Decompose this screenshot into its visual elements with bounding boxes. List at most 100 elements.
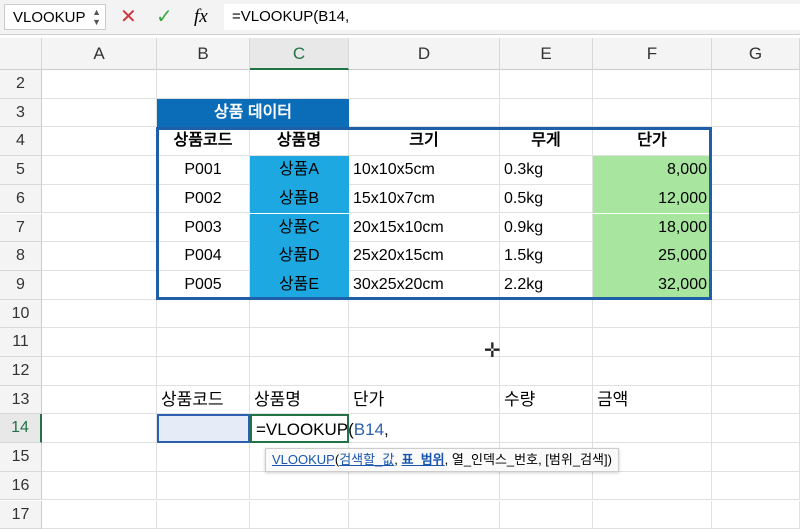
cell[interactable] [712,328,800,357]
cell[interactable] [593,70,712,99]
cell[interactable] [712,214,800,243]
row-header-14[interactable]: 14 [0,414,42,443]
table-cell[interactable]: P005 [157,271,250,300]
table-cell[interactable]: 20x15x10cm [349,214,500,243]
cell[interactable] [500,99,593,128]
fx-icon[interactable]: fx [194,4,208,30]
cell[interactable] [42,214,157,243]
row-header-4[interactable]: 4 [0,127,42,156]
cell[interactable] [593,472,712,501]
cell[interactable] [42,156,157,185]
tooltip-function-link[interactable]: VLOOKUP [272,452,335,467]
cell[interactable] [42,99,157,128]
table-cell[interactable]: 1.5kg [500,242,593,271]
cell[interactable] [250,70,349,99]
cell[interactable] [42,185,157,214]
column-header-E[interactable]: E [500,38,593,70]
cell[interactable] [593,501,712,529]
cell[interactable] [593,328,712,357]
cell[interactable] [42,70,157,99]
cell[interactable] [349,300,500,329]
table-cell[interactable]: P003 [157,214,250,243]
cell[interactable] [42,414,157,443]
cell[interactable] [712,443,800,472]
tooltip-arg-table-range[interactable]: 표_범위 [402,452,445,467]
select-all-corner[interactable] [0,38,42,70]
column-header-B[interactable]: B [157,38,250,70]
cell[interactable] [42,443,157,472]
cell[interactable] [42,328,157,357]
table-header[interactable]: 무게 [500,127,593,156]
table-cell[interactable]: P002 [157,185,250,214]
cell[interactable] [42,242,157,271]
cell[interactable] [250,472,349,501]
cell[interactable] [349,472,500,501]
row-header-11[interactable]: 11 [0,328,42,357]
lookup-header[interactable]: 금액 [593,386,712,415]
spinner-icon[interactable]: ▲▼ [92,7,101,27]
table-cell[interactable]: 8,000 [593,156,712,185]
row-header-8[interactable]: 8 [0,242,42,271]
row-header-10[interactable]: 10 [0,300,42,329]
cell[interactable] [712,357,800,386]
cell[interactable] [712,156,800,185]
cell[interactable] [250,328,349,357]
table-header[interactable]: 상품명 [250,127,349,156]
table-cell[interactable]: 25x20x15cm [349,242,500,271]
cell[interactable] [250,501,349,529]
table-header[interactable]: 크기 [349,127,500,156]
cell[interactable] [712,271,800,300]
table-cell[interactable]: 15x10x7cm [349,185,500,214]
cell[interactable] [500,501,593,529]
cell[interactable] [157,328,250,357]
cell[interactable] [593,300,712,329]
row-header-12[interactable]: 12 [0,357,42,386]
row-header-2[interactable]: 2 [0,70,42,99]
cell[interactable] [712,70,800,99]
cell[interactable] [349,99,500,128]
table-cell[interactable]: 0.5kg [500,185,593,214]
table-cell[interactable]: 상품D [250,242,349,271]
cell[interactable] [500,70,593,99]
cell[interactable] [500,328,593,357]
column-header-D[interactable]: D [349,38,500,70]
cell[interactable] [42,300,157,329]
table-cell[interactable]: P004 [157,242,250,271]
cell[interactable] [42,501,157,529]
row-header-3[interactable]: 3 [0,99,42,128]
table-cell[interactable]: 상품B [250,185,349,214]
cell[interactable] [712,185,800,214]
cell[interactable] [712,300,800,329]
cell[interactable] [42,127,157,156]
column-header-C[interactable]: C [250,38,349,70]
column-header-F[interactable]: F [593,38,712,70]
row-header-5[interactable]: 5 [0,156,42,185]
cell[interactable] [500,414,593,443]
cell[interactable] [593,357,712,386]
row-header-13[interactable]: 13 [0,386,42,415]
cell[interactable] [349,357,500,386]
cell[interactable] [250,300,349,329]
cell[interactable] [42,357,157,386]
table-cell[interactable]: 상품C [250,214,349,243]
row-header-7[interactable]: 7 [0,214,42,243]
cell[interactable] [42,472,157,501]
row-header-16[interactable]: 16 [0,472,42,501]
cancel-icon[interactable]: ✕ [120,4,137,30]
cell-b14[interactable] [157,414,250,443]
cell[interactable] [349,501,500,529]
table-cell[interactable]: 12,000 [593,185,712,214]
table-cell[interactable]: 32,000 [593,271,712,300]
cell[interactable] [157,357,250,386]
table-cell[interactable]: 0.9kg [500,214,593,243]
column-header-G[interactable]: G [712,38,800,70]
lookup-header[interactable]: 단가 [349,386,500,415]
cell[interactable] [712,99,800,128]
column-header-A[interactable]: A [42,38,157,70]
cell[interactable] [500,300,593,329]
formula-input[interactable]: =VLOOKUP(B14, [224,4,800,30]
cell[interactable] [593,414,712,443]
table-header[interactable]: 상품코드 [157,127,250,156]
cell[interactable] [500,357,593,386]
